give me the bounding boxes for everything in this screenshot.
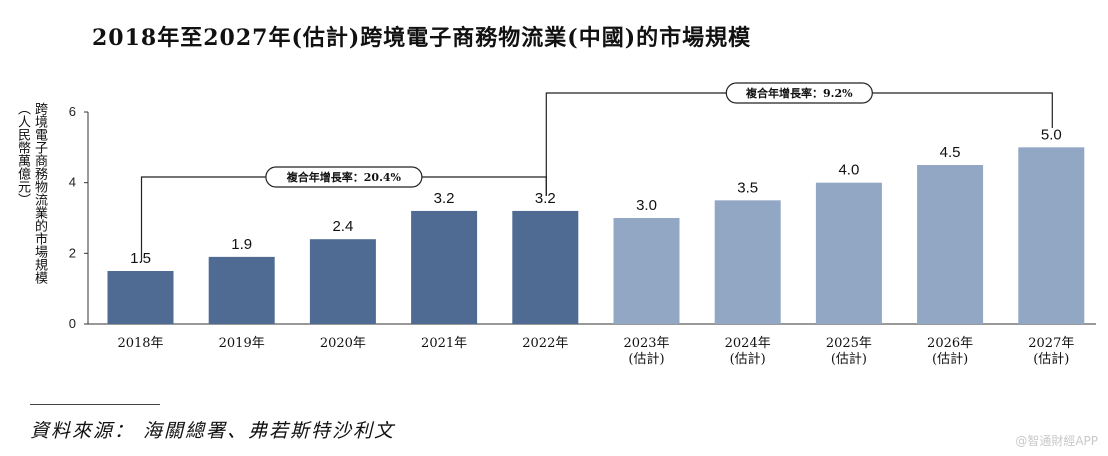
bar xyxy=(815,182,882,324)
bar xyxy=(309,239,376,324)
cagr-label: 複合年增長率：20.4% xyxy=(286,170,402,184)
y-axis-label: 跨境電子商務物流業的市場規模 （人民幣萬億元） xyxy=(14,102,48,332)
x-tick-label: 2020年 xyxy=(320,336,366,351)
x-tick-label: 2018年 xyxy=(117,336,163,351)
x-tick-label: 2019年 xyxy=(219,336,265,351)
x-tick-label: (估計) xyxy=(831,351,867,367)
y-tick-label: 0 xyxy=(69,316,76,331)
source-note: 資料來源： 海關總署、弗若斯特沙利文 xyxy=(30,420,396,442)
cagr-label: 複合年增長率：9.2% xyxy=(745,86,853,100)
x-tick-label: 2025年 xyxy=(826,336,872,351)
x-tick-label: 2021年 xyxy=(421,336,467,351)
x-tick-label: (估計) xyxy=(628,351,664,367)
data-label: 5.0 xyxy=(1041,126,1062,143)
watermark: @智通財經APP xyxy=(1015,434,1098,448)
cagr-badge xyxy=(725,82,873,104)
y-axis-label-line-1: 跨境電子商務物流業的市場規模 xyxy=(32,102,47,284)
y-tick-label: 6 xyxy=(69,104,76,119)
x-tick-label: (估計) xyxy=(1033,351,1069,367)
chart-title: 2018年至2027年(估計)跨境電子商務物流業(中國)的市場規模 xyxy=(92,25,752,51)
bar-chart: 0 2 4 6 1.5 2018年 1.9 2019年 2.4 2020年 3.2 2021年 3.2 2… xyxy=(69,82,1096,367)
x-tick-label: 2026年 xyxy=(927,336,973,351)
data-label: 1.9 xyxy=(231,236,252,253)
x-tick-label: 2022年 xyxy=(522,336,568,351)
source-divider xyxy=(30,404,160,405)
bar xyxy=(714,200,781,324)
data-label: 3.2 xyxy=(535,190,556,207)
cagr-badge xyxy=(265,166,423,188)
x-tick-label: (估計) xyxy=(932,351,968,367)
y-tick-label: 4 xyxy=(69,175,76,190)
data-label: 3.2 xyxy=(434,190,455,207)
x-tick-label: (估計) xyxy=(730,351,766,367)
bar xyxy=(917,165,984,324)
x-tick-label: 2024年 xyxy=(725,336,771,351)
bar xyxy=(1018,147,1085,324)
bar xyxy=(512,210,579,324)
data-label: 2.4 xyxy=(332,218,353,235)
x-tick-label: 2023年 xyxy=(623,336,669,351)
bar xyxy=(411,210,478,324)
bar xyxy=(107,271,174,324)
y-axis-label-line-2: （人民幣萬億元） xyxy=(15,102,30,206)
data-label: 3.0 xyxy=(636,197,657,214)
data-label: 4.0 xyxy=(838,162,859,179)
data-label: 4.5 xyxy=(940,144,961,161)
x-tick-label: 2027年 xyxy=(1028,336,1074,351)
bar xyxy=(613,218,680,324)
y-tick-label: 2 xyxy=(69,245,76,260)
data-label: 1.5 xyxy=(130,250,151,267)
bar xyxy=(208,256,275,324)
data-label: 3.5 xyxy=(737,179,758,196)
